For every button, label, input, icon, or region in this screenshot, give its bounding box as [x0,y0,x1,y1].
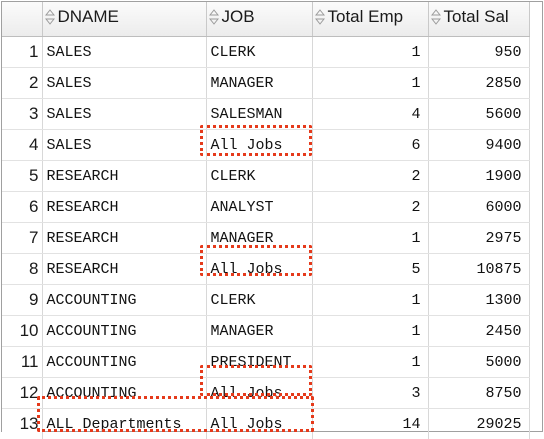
total-sal-cell[interactable]: 1300 [428,285,529,316]
total-emp-cell[interactable]: 1 [312,347,428,378]
job-cell[interactable]: ANALYST [206,192,312,223]
column-header-dname[interactable]: DNAME [42,2,206,37]
total-emp-cell[interactable]: 5 [312,254,428,285]
total-emp-cell[interactable]: 4 [312,99,428,130]
dname-cell[interactable]: RESEARCH [42,223,206,254]
total-emp-cell[interactable]: 1 [312,285,428,316]
dname-cell[interactable]: RESEARCH [42,192,206,223]
column-header-total-emp-label: Total Emp [328,7,404,27]
total-emp-cell[interactable]: 1 [312,316,428,347]
column-header-dname-label: DNAME [58,7,119,27]
column-header-job[interactable]: JOB [206,2,312,37]
dname-cell[interactable]: ACCOUNTING [42,316,206,347]
row-number-cell[interactable]: 13 [2,409,42,439]
row-number-cell[interactable]: 11 [2,347,42,378]
row-number-cell[interactable]: 2 [2,68,42,99]
dname-cell[interactable]: SALES [42,37,206,68]
sort-arrows-icon[interactable] [209,8,219,26]
total-emp-cell[interactable]: 14 [312,409,428,439]
column-header-total-sal-label: Total Sal [444,7,509,27]
row-number-header[interactable] [2,2,42,37]
job-cell[interactable]: MANAGER [206,223,312,254]
column-header-total-sal[interactable]: Total Sal [428,2,529,37]
job-cell[interactable]: SALESMAN [206,99,312,130]
row-number-cell[interactable]: 10 [2,316,42,347]
job-cell[interactable]: All Jobs [206,378,312,409]
job-cell[interactable]: PRESIDENT [206,347,312,378]
total-sal-cell[interactable]: 950 [428,37,529,68]
total-sal-cell[interactable]: 9400 [428,130,529,161]
total-emp-cell[interactable]: 1 [312,37,428,68]
job-cell[interactable]: All Jobs [206,409,312,439]
dname-cell[interactable]: ACCOUNTING [42,347,206,378]
results-table: DNAME JOB [2,2,530,439]
header-row: DNAME JOB [2,2,529,37]
total-sal-cell[interactable]: 2975 [428,223,529,254]
dname-cell[interactable]: RESEARCH [42,254,206,285]
dname-cell[interactable]: RESEARCH [42,161,206,192]
total-sal-cell[interactable]: 6000 [428,192,529,223]
total-emp-cell[interactable]: 2 [312,161,428,192]
job-cell[interactable]: All Jobs [206,254,312,285]
total-emp-cell[interactable]: 6 [312,130,428,161]
total-sal-cell[interactable]: 29025 [428,409,529,439]
row-number-cell[interactable]: 1 [2,37,42,68]
total-emp-cell[interactable]: 1 [312,68,428,99]
row-number-cell[interactable]: 12 [2,378,42,409]
row-number-cell[interactable]: 4 [2,130,42,161]
total-sal-cell[interactable]: 5000 [428,347,529,378]
total-sal-cell[interactable]: 10875 [428,254,529,285]
job-cell[interactable]: MANAGER [206,316,312,347]
dname-cell[interactable]: ACCOUNTING [42,285,206,316]
job-cell[interactable]: MANAGER [206,68,312,99]
total-emp-cell[interactable]: 3 [312,378,428,409]
job-cell[interactable]: CLERK [206,285,312,316]
dname-cell[interactable]: ACCOUNTING [42,378,206,409]
total-sal-cell[interactable]: 2850 [428,68,529,99]
dname-cell[interactable]: SALES [42,130,206,161]
row-number-cell[interactable]: 7 [2,223,42,254]
total-sal-cell[interactable]: 2450 [428,316,529,347]
sort-arrows-icon[interactable] [45,8,55,26]
total-emp-cell[interactable]: 1 [312,223,428,254]
total-sal-cell[interactable]: 8750 [428,378,529,409]
row-number-cell[interactable]: 9 [2,285,42,316]
job-cell[interactable]: CLERK [206,161,312,192]
sort-arrows-icon[interactable] [431,8,441,26]
row-number-cell[interactable]: 8 [2,254,42,285]
total-emp-cell[interactable]: 2 [312,192,428,223]
column-header-job-label: JOB [222,7,255,27]
sort-arrows-icon[interactable] [315,8,325,26]
row-number-cell[interactable]: 3 [2,99,42,130]
dname-cell[interactable]: SALES [42,99,206,130]
job-cell[interactable]: All Jobs [206,130,312,161]
column-header-total-emp[interactable]: Total Emp [312,2,428,37]
job-cell[interactable]: CLERK [206,37,312,68]
dname-cell[interactable]: ALL Departments [42,409,206,439]
dname-cell[interactable]: SALES [42,68,206,99]
row-number-cell[interactable]: 5 [2,161,42,192]
total-sal-cell[interactable]: 5600 [428,99,529,130]
row-number-cell[interactable]: 6 [2,192,42,223]
results-grid: DNAME JOB [1,1,543,432]
total-sal-cell[interactable]: 1900 [428,161,529,192]
